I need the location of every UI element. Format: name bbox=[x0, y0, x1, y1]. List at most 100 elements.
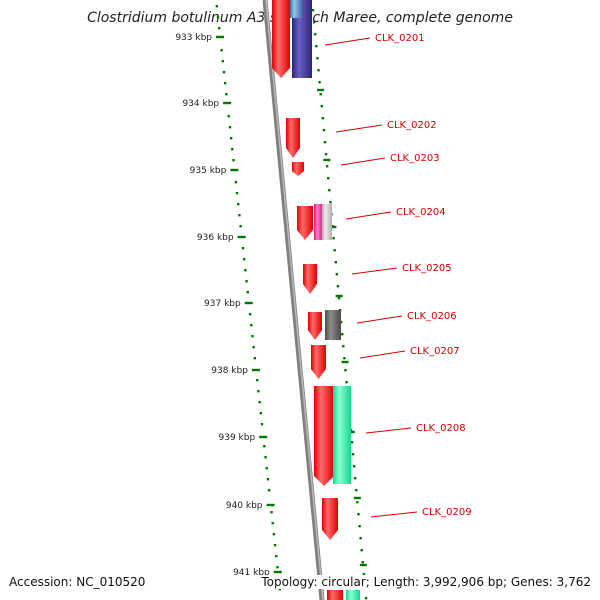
scale-dot bbox=[237, 203, 240, 206]
genome-summary: Topology: circular; Length: 3,992,906 bp… bbox=[261, 575, 591, 589]
gene-label: CLK_0206 bbox=[407, 311, 457, 322]
scale-dot bbox=[253, 357, 257, 360]
scale-dot bbox=[267, 489, 271, 492]
scale-dot bbox=[239, 225, 242, 228]
scale-dot bbox=[258, 401, 261, 404]
genome-backbone bbox=[262, 0, 325, 600]
ring-dot bbox=[325, 165, 329, 168]
scale-dot bbox=[225, 93, 228, 96]
kbp-label: 934 kbp bbox=[182, 99, 219, 109]
scale-dot bbox=[256, 379, 259, 382]
scale-dot bbox=[276, 566, 279, 569]
scale-major-tick bbox=[244, 301, 253, 305]
scale-dot bbox=[245, 280, 248, 283]
ring-dot bbox=[320, 105, 323, 108]
scale-dot bbox=[218, 27, 221, 30]
gene-leader-line bbox=[340, 157, 386, 166]
scale-dot bbox=[266, 478, 270, 481]
ring-tick bbox=[317, 88, 325, 92]
scale-major-tick bbox=[259, 435, 268, 439]
gene-block bbox=[308, 312, 322, 340]
kbp-label: 937 kbp bbox=[204, 299, 241, 309]
ring-dot bbox=[336, 285, 340, 288]
scale-dot bbox=[275, 555, 278, 558]
gene-block bbox=[303, 264, 317, 294]
ring-dot bbox=[318, 81, 321, 84]
scale-dot bbox=[264, 456, 267, 459]
gene-block bbox=[325, 310, 341, 340]
ring-dot bbox=[335, 273, 339, 276]
ring-tick bbox=[341, 360, 349, 364]
ring-dot bbox=[311, 9, 315, 12]
gene-label: CLK_0204 bbox=[396, 207, 446, 218]
scale-dot bbox=[244, 269, 247, 272]
ring-dot bbox=[351, 453, 355, 456]
scale-major-tick bbox=[266, 503, 275, 507]
ring-dot bbox=[327, 177, 330, 180]
ring-dot bbox=[342, 345, 345, 348]
scale-dot bbox=[251, 335, 254, 338]
kbp-label: 940 kbp bbox=[226, 501, 263, 511]
gene-label: CLK_0205 bbox=[402, 263, 452, 274]
ring-dot bbox=[344, 369, 347, 372]
kbp-label: 938 kbp bbox=[211, 366, 248, 376]
gene-leader-line bbox=[365, 427, 412, 434]
ring-dot bbox=[321, 117, 325, 120]
ring-dot bbox=[354, 477, 357, 480]
ring-dot bbox=[345, 381, 348, 384]
ring-dot bbox=[359, 537, 362, 540]
scale-dot bbox=[246, 291, 249, 294]
scale-dot bbox=[241, 247, 245, 250]
gene-block bbox=[327, 590, 343, 600]
kbp-label: 939 kbp bbox=[219, 433, 256, 443]
kbp-label: 936 kbp bbox=[197, 233, 234, 243]
ring-tick bbox=[335, 294, 343, 298]
scale-dot bbox=[257, 390, 260, 393]
gene-block bbox=[314, 204, 323, 240]
gene-label: CLK_0207 bbox=[410, 346, 460, 357]
scale-major-tick bbox=[216, 35, 224, 39]
scale-major-tick bbox=[223, 101, 232, 105]
gene-block bbox=[333, 386, 351, 484]
ring-dot bbox=[334, 261, 337, 264]
gene-block bbox=[292, 0, 312, 78]
gene-leader-line bbox=[324, 37, 371, 46]
scale-dot bbox=[271, 522, 274, 525]
ring-dot bbox=[322, 129, 326, 132]
ring-dot bbox=[360, 549, 363, 552]
gene-block bbox=[292, 162, 304, 176]
scale-dot bbox=[238, 214, 241, 217]
gene-block bbox=[314, 386, 334, 486]
scale-dot bbox=[223, 82, 227, 85]
ring-dot bbox=[361, 561, 364, 564]
scale-major-tick bbox=[230, 168, 239, 172]
scale-dot bbox=[260, 423, 264, 426]
scale-dot bbox=[229, 137, 233, 140]
scale-dot bbox=[263, 445, 266, 448]
ring-dot bbox=[332, 237, 335, 240]
gene-block bbox=[311, 345, 326, 379]
scale-dot bbox=[273, 544, 277, 547]
scale-dot bbox=[242, 258, 246, 261]
scale-major-tick bbox=[273, 570, 282, 574]
gene-leader-line bbox=[356, 315, 403, 324]
gene-leader-line bbox=[359, 350, 406, 359]
scale-dot bbox=[221, 60, 224, 63]
ring-dot bbox=[333, 249, 336, 252]
ring-dot bbox=[343, 357, 346, 360]
ring-dot bbox=[329, 201, 332, 204]
ring-dot bbox=[315, 45, 318, 48]
scale-major-tick bbox=[251, 368, 260, 372]
ring-dot bbox=[324, 153, 328, 156]
ring-dot bbox=[316, 57, 319, 60]
gene-label: CLK_0208 bbox=[416, 423, 466, 434]
scale-dot bbox=[270, 511, 273, 514]
gene-leader-line bbox=[351, 267, 398, 275]
gene-block bbox=[297, 206, 313, 240]
ring-dot bbox=[358, 525, 361, 528]
gene-leader-line bbox=[335, 124, 383, 133]
scale-dot bbox=[216, 16, 220, 19]
ring-dot bbox=[323, 141, 327, 144]
gene-block bbox=[322, 204, 332, 240]
